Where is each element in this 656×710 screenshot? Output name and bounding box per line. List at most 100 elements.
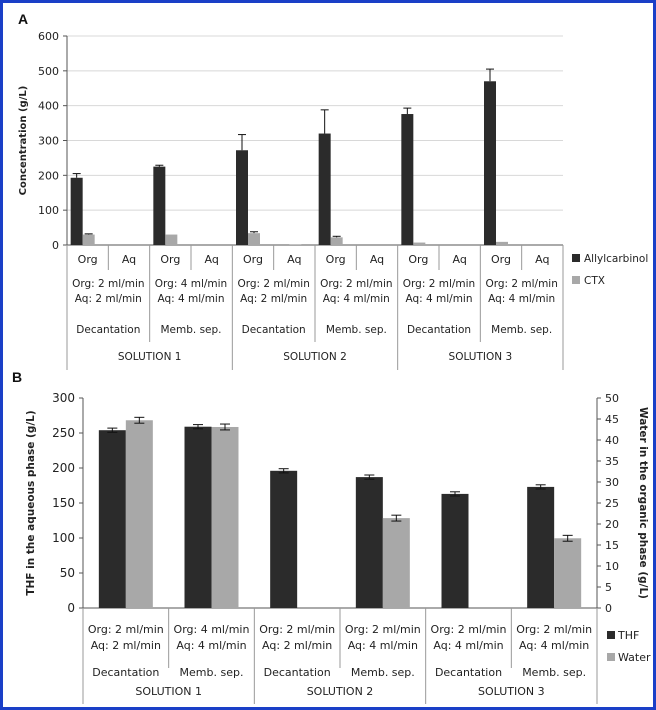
y2-tick-label: 50 xyxy=(605,392,619,405)
y-tick-label: 100 xyxy=(52,531,75,545)
flow-rate-label: Org: 2 ml/min xyxy=(516,623,592,636)
method-label: Memb. sep. xyxy=(180,666,244,679)
legend-label: THF xyxy=(617,629,639,642)
chart-b: 0 50 100 150 200 250 300 0 5 10 15 20 25 30 35 40 45 50 TH… xyxy=(25,391,651,704)
y-tick-label: 300 xyxy=(52,391,75,405)
y2-tick-label: 40 xyxy=(605,434,619,447)
bar xyxy=(70,177,83,245)
phase-label: Aq xyxy=(287,253,301,266)
y2-tick-label: 30 xyxy=(605,476,619,489)
y2-tick-label: 45 xyxy=(605,413,619,426)
phase-label: Org xyxy=(243,253,263,266)
bar xyxy=(484,81,496,246)
solution-label: SOLUTION 3 xyxy=(449,351,513,363)
bar xyxy=(382,518,410,608)
y2-tick-label: 0 xyxy=(605,602,612,615)
y-tick-label: 200 xyxy=(52,461,75,475)
method-label: Decantation xyxy=(435,666,502,679)
flow-rate-label: Org: 4 ml/min xyxy=(174,623,250,636)
flow-rate-label: Aq: 2 ml/min xyxy=(262,639,332,652)
bar xyxy=(441,493,469,608)
solution-label: SOLUTION 1 xyxy=(118,351,182,363)
bar xyxy=(413,242,426,245)
y-tick-label: 300 xyxy=(38,135,59,148)
phase-label: Org xyxy=(326,253,346,266)
method-label: Decantation xyxy=(407,324,471,336)
bar xyxy=(527,486,555,608)
bar xyxy=(165,234,178,245)
y2-tick-label: 25 xyxy=(605,497,619,510)
bar xyxy=(211,426,239,608)
chart-a: 0 100 200 300 400 500 600 Concentration (g/L) Or… xyxy=(18,30,648,370)
y2-tick-label: 35 xyxy=(605,455,619,468)
bar xyxy=(330,237,343,245)
method-label: Decantation xyxy=(92,666,159,679)
bar xyxy=(496,241,508,245)
y-axis-title: THF in the aqueous phase (g/L) xyxy=(25,410,37,595)
method-label: Memb. sep. xyxy=(326,324,387,336)
legend-label: Water xyxy=(618,651,651,664)
phase-label: Aq xyxy=(535,253,549,266)
y-tick-label: 0 xyxy=(52,239,59,252)
phase-label: Aq xyxy=(453,253,467,266)
panel-b-label: B xyxy=(12,369,22,385)
y-tick-label: 500 xyxy=(38,65,59,78)
flow-rate-label: Aq: 2 ml/min xyxy=(91,639,161,652)
bar xyxy=(153,166,166,245)
method-label: Memb. sep. xyxy=(351,666,415,679)
flow-rate-label: Aq: 4 ml/min xyxy=(323,293,390,305)
y2-tick-label: 10 xyxy=(605,560,619,573)
y2-axis-title: Water in the organic phase (g/L) xyxy=(637,407,649,599)
bar xyxy=(554,538,582,608)
flow-rate-label: Aq: 4 ml/min xyxy=(433,639,503,652)
bar xyxy=(82,234,95,245)
legend-label: Allylcarbinol xyxy=(584,253,648,265)
flow-rate-label: Org: 2 ml/min xyxy=(72,278,144,290)
legend-swatch xyxy=(572,276,580,284)
bar xyxy=(184,426,212,608)
phase-label: Aq xyxy=(122,253,136,266)
phase-label: Aq xyxy=(370,253,384,266)
flow-rate-label: Aq: 2 ml/min xyxy=(75,293,142,305)
flow-rate-label: Org: 2 ml/min xyxy=(320,278,392,290)
flow-rate-label: Org: 2 ml/min xyxy=(88,623,164,636)
y-axis-title: Concentration (g/L) xyxy=(18,86,29,196)
bar xyxy=(401,114,414,245)
solution-label: SOLUTION 2 xyxy=(283,351,347,363)
solution-label: SOLUTION 1 xyxy=(135,685,202,698)
phase-label: Org xyxy=(78,253,98,266)
panel-a-label: A xyxy=(18,11,28,27)
y-tick-label: 0 xyxy=(67,601,75,615)
bar xyxy=(289,244,302,245)
y2-tick-label: 20 xyxy=(605,518,619,531)
solution-label: SOLUTION 3 xyxy=(478,685,545,698)
flow-rate-label: Aq: 2 ml/min xyxy=(240,293,307,305)
y-tick-label: 400 xyxy=(38,100,59,113)
flow-rate-label: Org: 2 ml/min xyxy=(403,278,475,290)
bar xyxy=(98,430,126,608)
flow-rate-label: Org: 2 ml/min xyxy=(485,278,557,290)
flow-rate-label: Org: 2 ml/min xyxy=(431,623,507,636)
flow-rate-label: Org: 2 ml/min xyxy=(345,623,421,636)
legend-swatch xyxy=(607,653,615,661)
legend-label: CTX xyxy=(584,275,605,287)
method-label: Decantation xyxy=(264,666,331,679)
flow-rate-label: Aq: 4 ml/min xyxy=(519,639,589,652)
bar xyxy=(318,133,331,245)
legend-swatch xyxy=(607,631,615,639)
bar xyxy=(248,233,260,245)
y-tick-label: 100 xyxy=(38,204,59,217)
phase-label: Org xyxy=(408,253,428,266)
y-tick-label: 250 xyxy=(52,426,75,440)
y-tick-label: 50 xyxy=(60,566,75,580)
y-tick-label: 150 xyxy=(52,496,75,510)
method-label: Decantation xyxy=(76,324,140,336)
flow-rate-label: Org: 4 ml/min xyxy=(155,278,227,290)
flow-rate-label: Aq: 4 ml/min xyxy=(405,293,472,305)
y2-tick-label: 15 xyxy=(605,539,619,552)
bar xyxy=(236,150,248,245)
flow-rate-label: Aq: 4 ml/min xyxy=(348,639,418,652)
solution-label: SOLUTION 2 xyxy=(307,685,374,698)
bar xyxy=(125,420,153,608)
